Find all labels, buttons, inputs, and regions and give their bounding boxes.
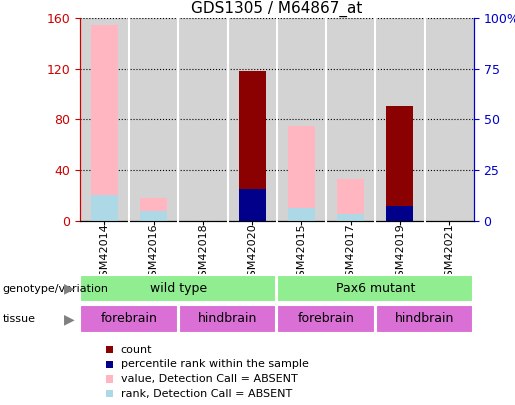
Text: Pax6 mutant: Pax6 mutant	[336, 282, 415, 295]
Text: tissue: tissue	[3, 314, 36, 324]
Bar	[376, 305, 473, 333]
Text: value, Detection Call = ABSENT: value, Detection Call = ABSENT	[121, 374, 297, 384]
Bar	[238, 189, 266, 221]
Bar	[80, 305, 178, 333]
Title: GDS1305 / M64867_at: GDS1305 / M64867_at	[191, 1, 363, 17]
Text: GSM42015: GSM42015	[297, 224, 306, 284]
Bar	[238, 208, 266, 221]
Bar	[140, 211, 167, 221]
Text: GSM42018: GSM42018	[198, 224, 208, 284]
Bar	[91, 196, 118, 221]
Bar	[238, 71, 266, 221]
Text: ▶: ▶	[64, 281, 75, 296]
Text: forebrain: forebrain	[298, 312, 354, 326]
Bar	[337, 214, 364, 221]
Text: hindbrain: hindbrain	[198, 312, 258, 326]
Text: GSM42019: GSM42019	[395, 224, 405, 284]
Bar	[140, 198, 167, 221]
Text: ▶: ▶	[64, 312, 75, 326]
Text: forebrain: forebrain	[100, 312, 158, 326]
Text: GSM42014: GSM42014	[99, 224, 110, 284]
Bar	[80, 275, 277, 302]
Text: GSM42021: GSM42021	[444, 224, 454, 284]
Text: GSM42017: GSM42017	[346, 224, 356, 284]
Text: count: count	[121, 345, 152, 354]
Bar	[277, 275, 473, 302]
Text: hindbrain: hindbrain	[395, 312, 454, 326]
Text: percentile rank within the sample: percentile rank within the sample	[121, 359, 308, 369]
Bar	[288, 126, 315, 221]
Text: GSM42020: GSM42020	[247, 224, 257, 284]
Text: genotype/variation: genotype/variation	[3, 284, 109, 294]
Text: GSM42016: GSM42016	[149, 224, 159, 284]
Bar	[288, 208, 315, 221]
Bar	[386, 106, 414, 221]
Bar	[386, 206, 414, 221]
Bar	[337, 179, 364, 221]
Bar	[277, 305, 375, 333]
Text: wild type: wild type	[150, 282, 207, 295]
Bar	[179, 305, 277, 333]
Bar	[91, 25, 118, 221]
Text: rank, Detection Call = ABSENT: rank, Detection Call = ABSENT	[121, 389, 292, 399]
